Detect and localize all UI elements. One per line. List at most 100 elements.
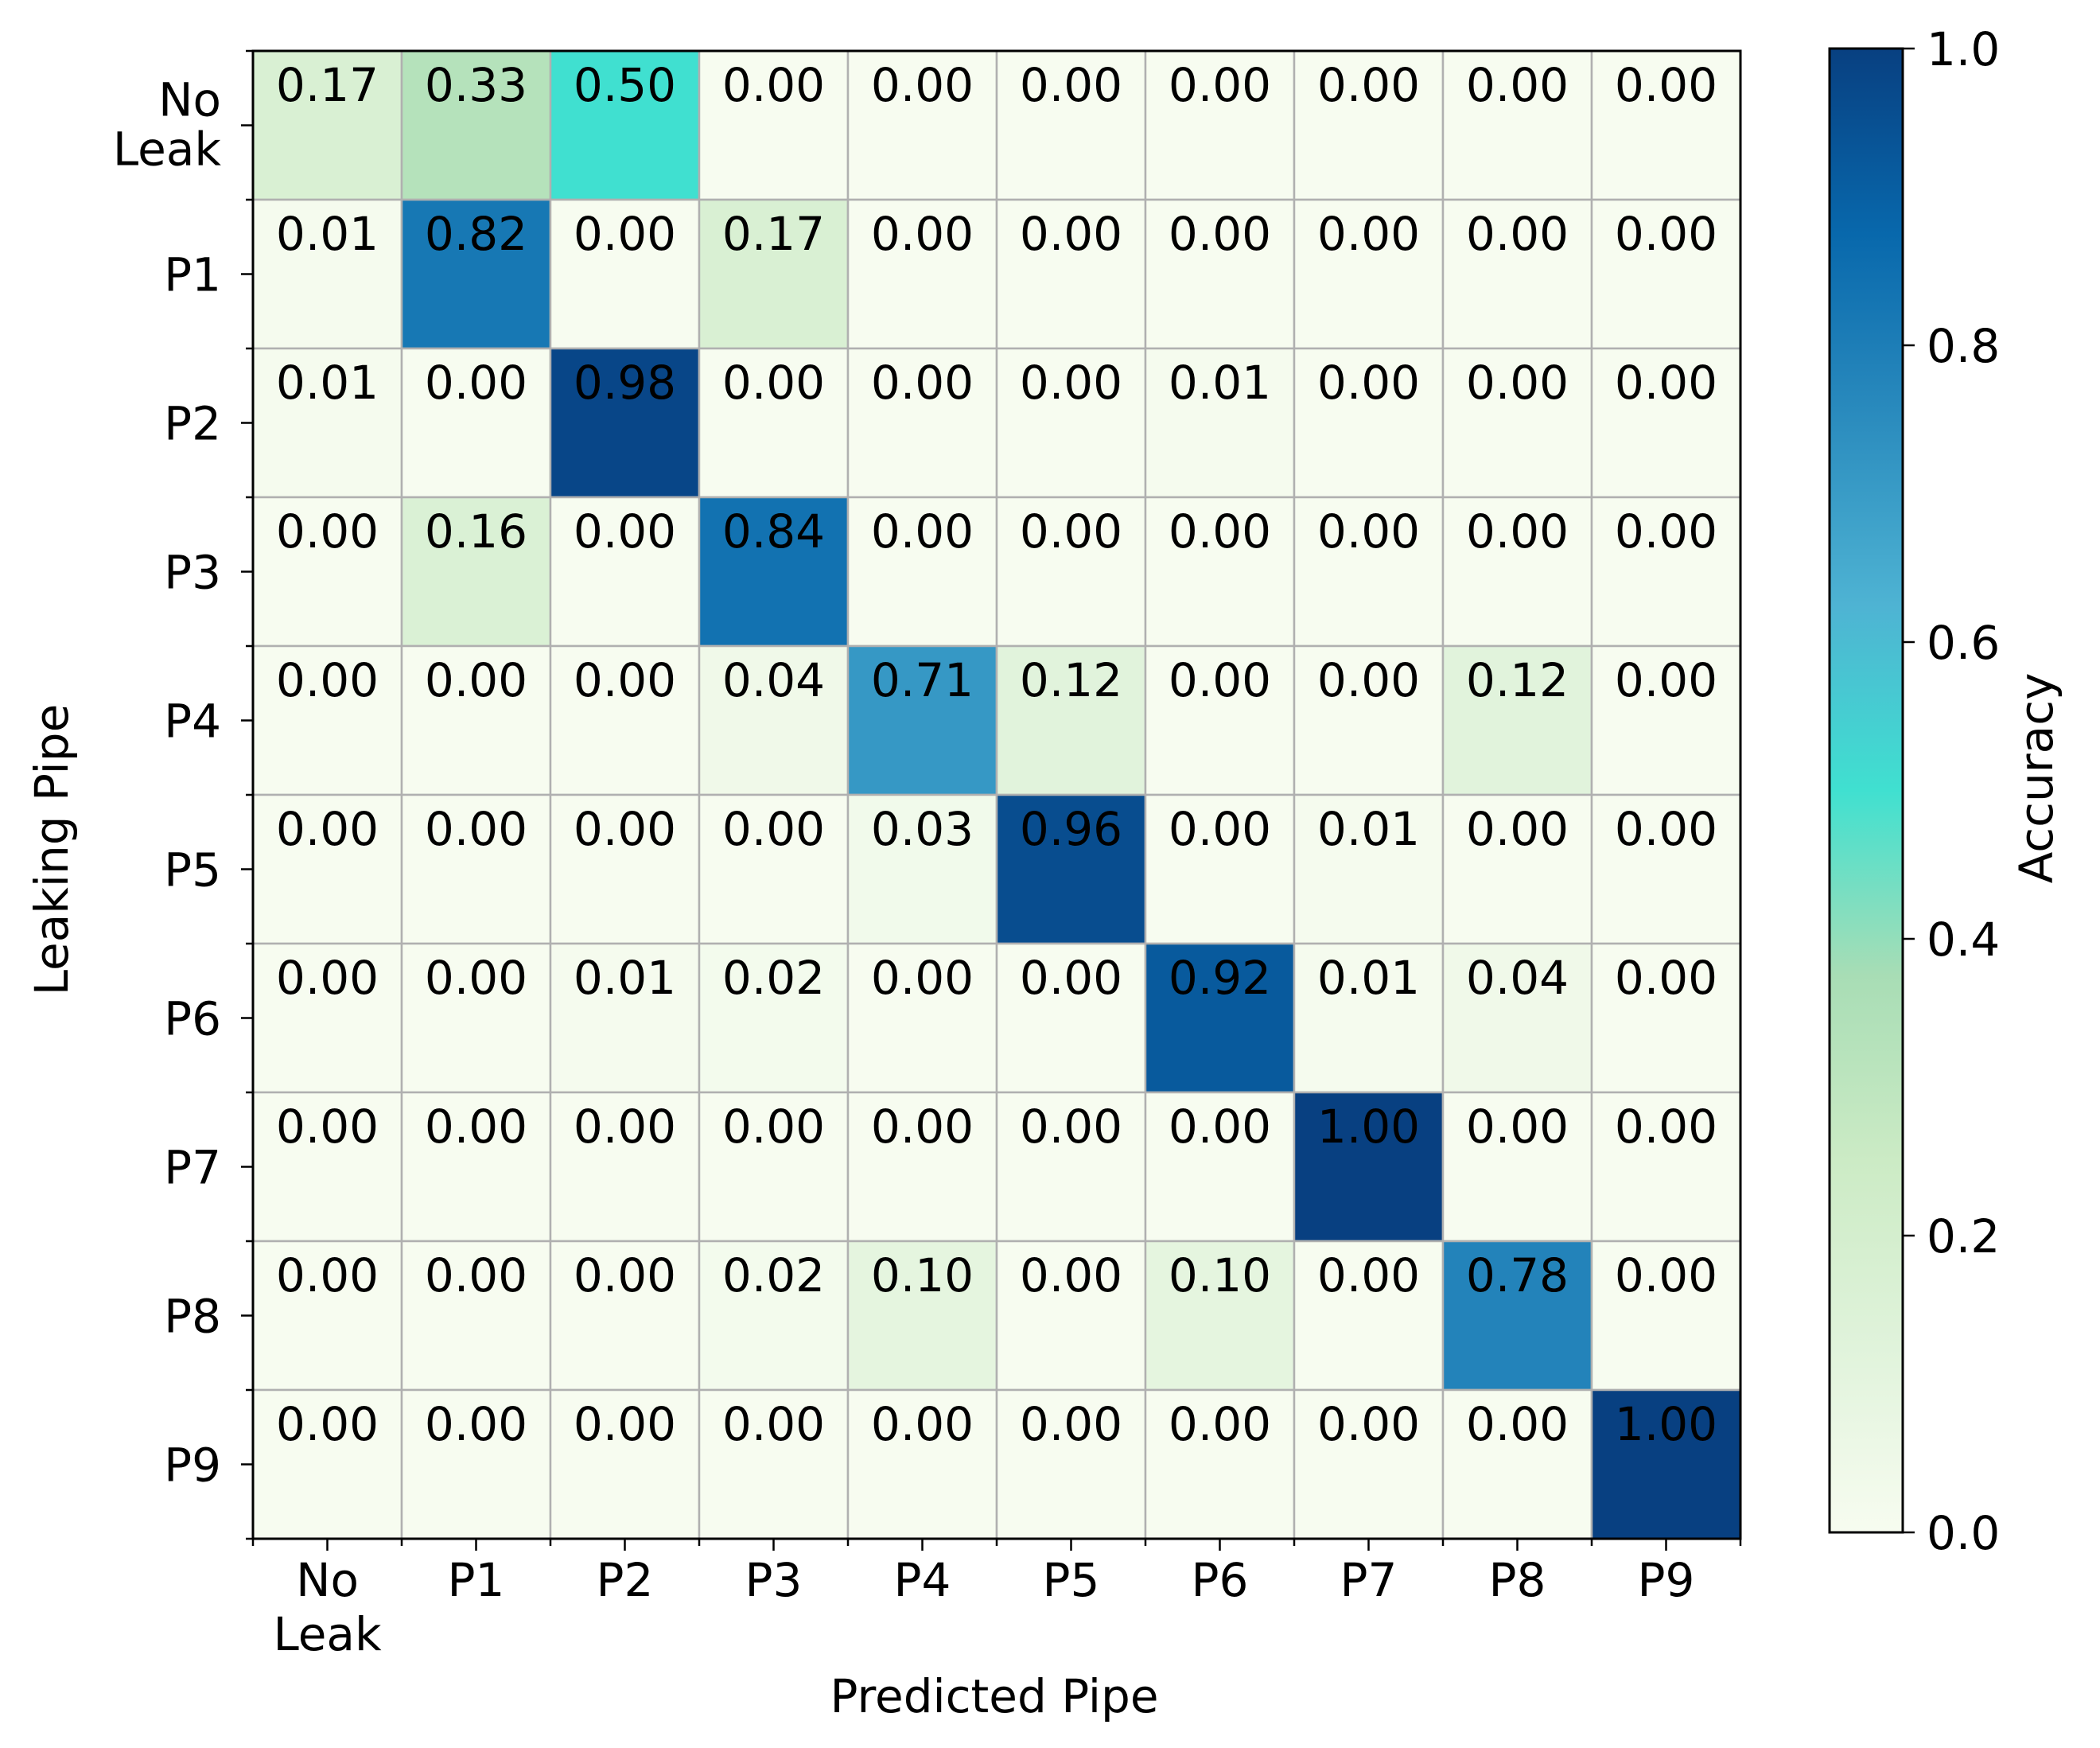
cell-value-label: 0.00 [276,951,379,1005]
heatmap-cell [1144,1388,1296,1540]
cell-value-label: 0.71 [871,653,974,707]
cell-value-label: 0.00 [1615,207,1717,261]
cell-value-label: 0.00 [574,207,676,261]
heatmap-cell [1441,496,1593,648]
cell-value-label: 0.00 [1169,1397,1271,1451]
y-tick-label: P7 [164,1141,221,1195]
cell-value-label: 0.00 [574,1248,676,1302]
colorbar-tick-label: 1.0 [1927,22,2000,76]
cell-value-label: 0.00 [425,802,527,856]
heatmap-cell [1441,198,1593,350]
cell-value-label: 0.00 [574,1100,676,1154]
cell-value-label: 0.00 [1615,504,1717,559]
heatmap-cell [1590,644,1742,796]
cell-value-label: 0.17 [276,58,379,112]
cell-value-label: 0.10 [871,1248,974,1302]
heatmap-cell [698,793,850,945]
heatmap-cell [698,1388,850,1540]
heatmap-cell [846,1388,998,1540]
heatmap-cell [400,347,552,499]
heatmap-cell [698,942,850,1094]
cell-value-label: 0.00 [1317,356,1420,410]
cell-value-label: 0.84 [722,504,825,559]
cell-value-label: 0.00 [1615,951,1717,1005]
cell-value-label: 0.04 [722,653,825,707]
y-tick-label: P4 [164,695,221,749]
heatmap-cell [549,644,701,796]
cell-value-label: 0.78 [1466,1248,1569,1302]
heatmap-cell [251,942,403,1094]
heatmap-cell [400,49,552,201]
x-tick-label: P9 [1638,1553,1695,1607]
heatmap-cell [251,1388,403,1540]
cell-value-label: 0.00 [574,1397,676,1451]
heatmap-cell [846,1240,998,1392]
x-tick-label: P8 [1489,1553,1546,1607]
heatmap-cell [1293,1091,1445,1243]
heatmap-cell [251,793,403,945]
x-tick-label: No Leak [273,1553,382,1661]
heatmap-cell [1293,496,1445,648]
x-tick-label: P7 [1340,1553,1398,1607]
heatmap-cell [549,1091,701,1243]
heatmap-cell [1144,496,1296,648]
heatmap-cell [1441,1091,1593,1243]
heatmap-cell [1441,793,1593,945]
cell-value-label: 0.00 [1317,1248,1420,1302]
colorbar-title: Accuracy [2009,673,2063,884]
heatmap-cell [400,1388,552,1540]
cell-value-label: 0.00 [425,356,527,410]
heatmap-cell [400,198,552,350]
heatmap-cell [846,1091,998,1243]
heatmap-cell [995,1091,1147,1243]
heatmap-cell [846,496,998,648]
heatmap-cell [1590,1388,1742,1540]
cell-value-label: 0.00 [1169,1100,1271,1154]
colorbar: 0.0 0.2 0.4 0.6 0.8 1.0 [1828,22,2000,1560]
colorbar-tick-label: 0.8 [1927,319,2000,373]
cell-value-label: 0.01 [574,951,676,1005]
cell-value-label: 0.00 [574,802,676,856]
cell-value-label: 0.00 [871,207,974,261]
heatmap-cell [549,793,701,945]
heatmap-cell [1441,1388,1593,1540]
x-tick-label: P3 [745,1553,803,1607]
heatmap-cell [400,1091,552,1243]
heatmap-cell [1144,644,1296,796]
cell-value-label: 0.00 [276,1248,379,1302]
heatmap-cell [1293,942,1445,1094]
cell-value-label: 0.00 [276,504,379,559]
cell-value-label: 0.00 [276,653,379,707]
cell-value-label: 0.01 [1317,951,1420,1005]
heatmap-cell [846,347,998,499]
cell-value-label: 0.01 [1169,356,1271,410]
heatmap-cell [1293,1240,1445,1392]
heatmap-cell [1590,198,1742,350]
cell-value-label: 0.00 [1615,653,1717,707]
heatmap-cell [995,644,1147,796]
y-tick-label: P1 [164,248,221,302]
cell-value-label: 0.00 [1466,802,1569,856]
cell-value-label: 0.01 [276,207,379,261]
cell-value-label: 0.00 [425,653,527,707]
cell-value-label: 0.00 [1615,356,1717,410]
x-tick-label: P1 [448,1553,505,1607]
cell-value-label: 0.00 [871,1397,974,1451]
cell-value-label: 0.33 [425,58,527,112]
cell-value-label: 0.00 [722,58,825,112]
heatmap-cell [1441,942,1593,1094]
heatmap-cell [1293,49,1445,201]
heatmap-cell [1144,942,1296,1094]
colorbar-border [1828,47,1904,1534]
cell-value-label: 0.00 [871,951,974,1005]
cell-value-label: 0.00 [1317,504,1420,559]
heatmap-cell [1144,198,1296,350]
cell-value-label: 0.00 [1169,802,1271,856]
heatmap-cell [846,49,998,201]
cell-value-label: 0.00 [1317,1397,1420,1451]
cell-value-label: 0.00 [1020,951,1122,1005]
heatmap-cell [1441,644,1593,796]
cell-value-label: 0.00 [871,58,974,112]
cell-value-label: 0.00 [1169,207,1271,261]
heatmap-cell [995,1388,1147,1540]
